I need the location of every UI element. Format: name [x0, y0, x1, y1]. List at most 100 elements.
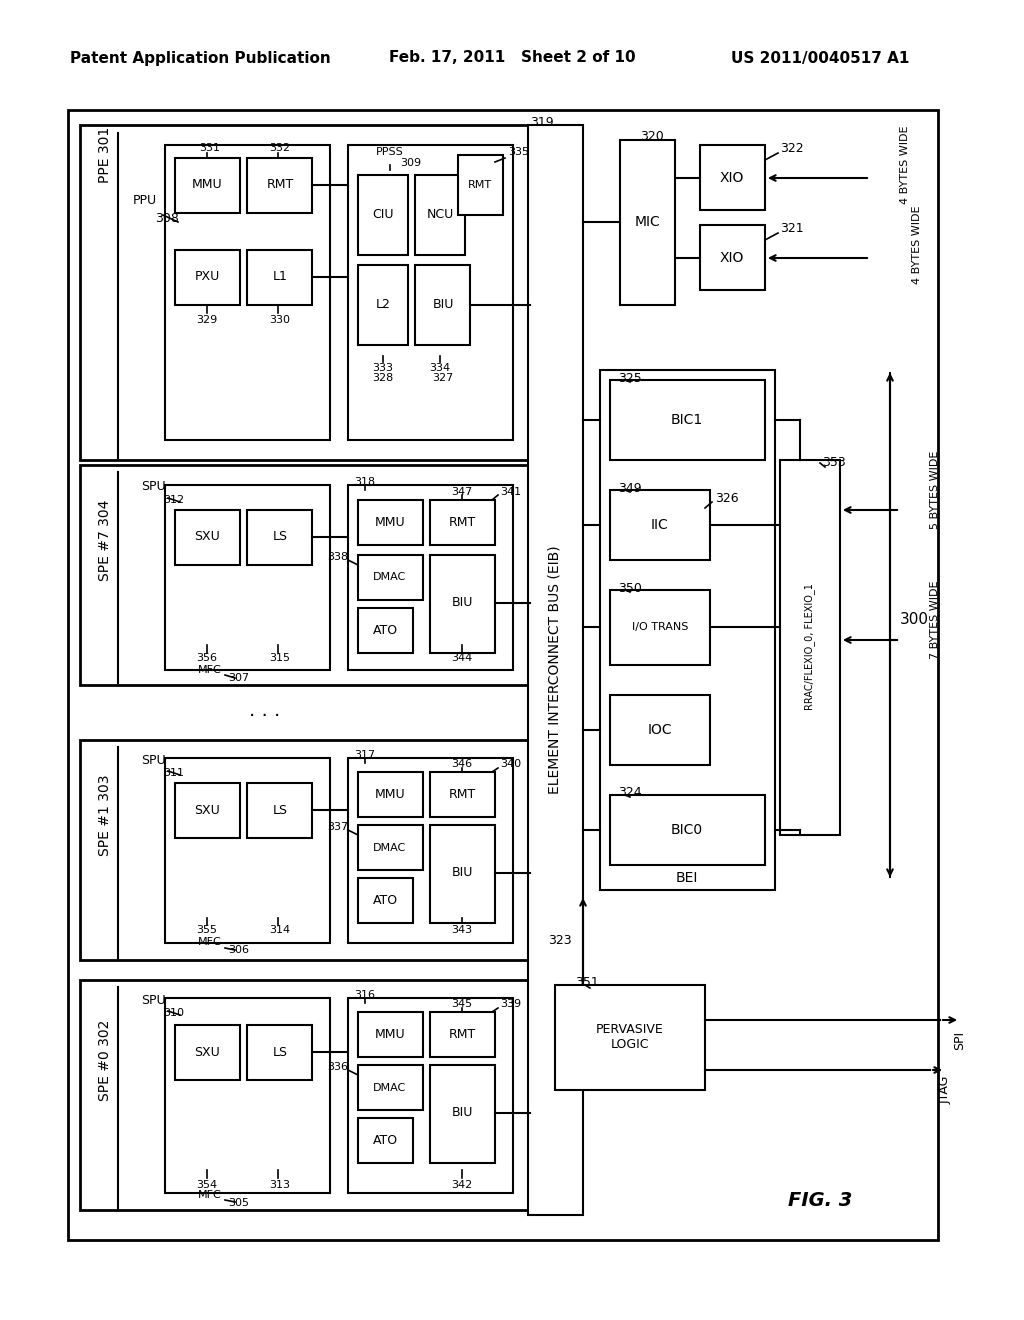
FancyBboxPatch shape [175, 1026, 240, 1080]
Text: 338: 338 [327, 552, 348, 562]
Text: DMAC: DMAC [374, 572, 407, 582]
Text: MMU: MMU [375, 1028, 406, 1041]
FancyBboxPatch shape [247, 1026, 312, 1080]
Text: PPE 301: PPE 301 [98, 127, 112, 183]
Text: MMU: MMU [191, 178, 222, 191]
FancyBboxPatch shape [430, 500, 495, 545]
Text: ATO: ATO [373, 894, 397, 907]
Text: 341: 341 [500, 487, 521, 498]
Text: 306: 306 [228, 945, 249, 954]
Text: SXU: SXU [195, 804, 220, 817]
Text: 311: 311 [163, 768, 184, 777]
FancyBboxPatch shape [358, 825, 423, 870]
FancyBboxPatch shape [430, 1065, 495, 1163]
Text: BIU: BIU [432, 298, 454, 312]
Text: 336: 336 [327, 1063, 348, 1072]
Text: 333: 333 [373, 363, 393, 374]
Text: DMAC: DMAC [374, 1082, 407, 1093]
Text: 343: 343 [452, 925, 472, 935]
Text: SPE #7 304: SPE #7 304 [98, 499, 112, 581]
Text: 342: 342 [452, 1180, 473, 1191]
Text: 316: 316 [354, 990, 376, 1001]
Text: 351: 351 [575, 977, 599, 990]
Text: BIC0: BIC0 [671, 822, 703, 837]
FancyBboxPatch shape [430, 554, 495, 653]
Text: LS: LS [272, 1045, 288, 1059]
Text: 313: 313 [269, 1180, 291, 1191]
FancyBboxPatch shape [358, 176, 408, 255]
Text: 312: 312 [163, 495, 184, 506]
Text: IIC: IIC [651, 517, 669, 532]
Text: 329: 329 [197, 315, 218, 325]
Text: NCU: NCU [426, 209, 454, 222]
FancyBboxPatch shape [165, 484, 330, 671]
Text: 350: 350 [618, 582, 642, 594]
FancyBboxPatch shape [610, 380, 765, 459]
Text: XIO: XIO [720, 172, 744, 185]
Text: 323: 323 [548, 933, 571, 946]
Text: 7 BYTES WIDE: 7 BYTES WIDE [930, 581, 940, 659]
Text: 318: 318 [354, 477, 376, 487]
Text: SPI: SPI [953, 1031, 967, 1049]
Text: XIO: XIO [720, 251, 744, 265]
FancyBboxPatch shape [700, 145, 765, 210]
FancyBboxPatch shape [165, 998, 330, 1193]
FancyBboxPatch shape [247, 510, 312, 565]
Text: 349: 349 [618, 482, 642, 495]
Text: 325: 325 [618, 371, 642, 384]
FancyBboxPatch shape [430, 772, 495, 817]
FancyBboxPatch shape [458, 154, 503, 215]
Text: PPSS: PPSS [376, 147, 403, 157]
FancyBboxPatch shape [610, 795, 765, 865]
FancyBboxPatch shape [610, 696, 710, 766]
FancyBboxPatch shape [175, 249, 240, 305]
FancyBboxPatch shape [358, 265, 408, 345]
Text: SXU: SXU [195, 531, 220, 544]
Text: LS: LS [272, 804, 288, 817]
FancyBboxPatch shape [80, 979, 530, 1210]
Text: US 2011/0040517 A1: US 2011/0040517 A1 [731, 50, 909, 66]
Text: RMT: RMT [266, 178, 294, 191]
Text: RMT: RMT [468, 180, 493, 190]
Text: SPE #1 303: SPE #1 303 [98, 775, 112, 855]
FancyBboxPatch shape [165, 145, 330, 440]
FancyBboxPatch shape [80, 741, 530, 960]
FancyBboxPatch shape [415, 176, 465, 255]
Text: 321: 321 [780, 222, 804, 235]
Text: 331: 331 [200, 143, 220, 153]
Text: 346: 346 [452, 759, 472, 770]
FancyBboxPatch shape [600, 370, 775, 890]
Text: 337: 337 [327, 822, 348, 832]
Text: . . .: . . . [250, 701, 281, 719]
FancyBboxPatch shape [358, 609, 413, 653]
Text: PPU: PPU [133, 194, 157, 206]
Text: 347: 347 [452, 487, 473, 498]
FancyBboxPatch shape [348, 484, 513, 671]
Text: SXU: SXU [195, 1045, 220, 1059]
Text: SPU: SPU [140, 480, 165, 494]
Text: ATO: ATO [373, 1134, 397, 1147]
Text: L2: L2 [376, 298, 390, 312]
Text: LS: LS [272, 531, 288, 544]
Text: BIU: BIU [452, 866, 473, 879]
Text: JTAG: JTAG [939, 1076, 951, 1105]
FancyBboxPatch shape [175, 158, 240, 213]
Text: SPE #0 302: SPE #0 302 [98, 1019, 112, 1101]
Text: BIU: BIU [452, 597, 473, 610]
Text: 327: 327 [432, 374, 454, 383]
FancyBboxPatch shape [780, 459, 840, 836]
Text: 319: 319 [530, 116, 554, 128]
FancyBboxPatch shape [165, 758, 330, 942]
Text: 328: 328 [373, 374, 393, 383]
FancyBboxPatch shape [620, 140, 675, 305]
FancyBboxPatch shape [348, 758, 513, 942]
Text: 354: 354 [197, 1180, 217, 1191]
FancyBboxPatch shape [610, 490, 710, 560]
FancyBboxPatch shape [358, 500, 423, 545]
Text: 332: 332 [269, 143, 291, 153]
Text: 308: 308 [155, 211, 179, 224]
FancyBboxPatch shape [175, 510, 240, 565]
FancyBboxPatch shape [430, 1012, 495, 1057]
Text: SPU: SPU [140, 994, 165, 1006]
Text: BIU: BIU [452, 1106, 473, 1119]
